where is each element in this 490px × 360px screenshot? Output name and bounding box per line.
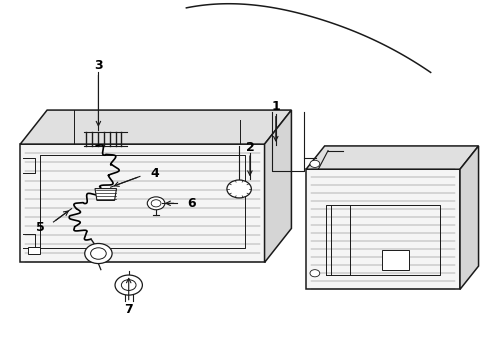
Polygon shape (306, 146, 479, 169)
Circle shape (115, 275, 143, 295)
Polygon shape (306, 169, 460, 289)
Text: 4: 4 (150, 167, 159, 180)
Text: 1: 1 (271, 100, 280, 113)
Circle shape (85, 243, 112, 264)
Text: 6: 6 (187, 197, 196, 210)
Bar (382, 250, 409, 270)
Polygon shape (95, 189, 117, 201)
Text: 2: 2 (245, 140, 254, 153)
Polygon shape (265, 110, 292, 262)
Circle shape (151, 200, 161, 207)
Polygon shape (20, 110, 292, 144)
Circle shape (227, 180, 251, 198)
Circle shape (147, 197, 165, 210)
Text: 3: 3 (94, 59, 103, 72)
Circle shape (310, 160, 320, 167)
Circle shape (91, 248, 106, 259)
Polygon shape (20, 144, 265, 262)
Text: 7: 7 (124, 303, 133, 316)
Bar (27, 247, 40, 253)
Text: 5: 5 (36, 221, 45, 234)
Circle shape (122, 280, 136, 291)
Circle shape (310, 270, 320, 277)
Polygon shape (460, 146, 479, 289)
